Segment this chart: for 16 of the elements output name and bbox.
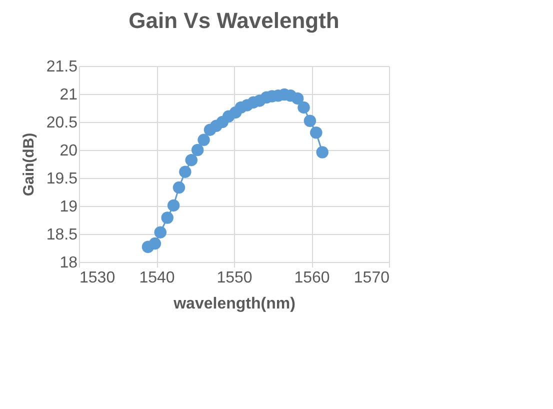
- y-tick-label: 18: [60, 254, 78, 272]
- x-tick-label: 1540: [139, 270, 175, 286]
- x-axis-title: wavelength(nm): [172, 296, 296, 312]
- y-axis-title: Gain(dB): [20, 132, 38, 196]
- chart-title: Gain Vs Wavelength: [128, 8, 340, 33]
- y-tick-label: 19: [60, 198, 78, 216]
- x-tick-label: 1570: [354, 270, 390, 286]
- y-tick-label: 21: [60, 86, 78, 104]
- y-tick-label: 18.5: [46, 226, 78, 244]
- x-tick-label: 1530: [80, 270, 116, 286]
- y-tick-label: 20.5: [46, 114, 78, 132]
- y-tick-label: 19.5: [46, 170, 78, 188]
- x-tick-label: 1560: [294, 270, 330, 286]
- x-tick-label: 1550: [216, 270, 252, 286]
- y-tick-label: 21.5: [46, 58, 78, 76]
- y-tick-label: 20: [60, 142, 78, 160]
